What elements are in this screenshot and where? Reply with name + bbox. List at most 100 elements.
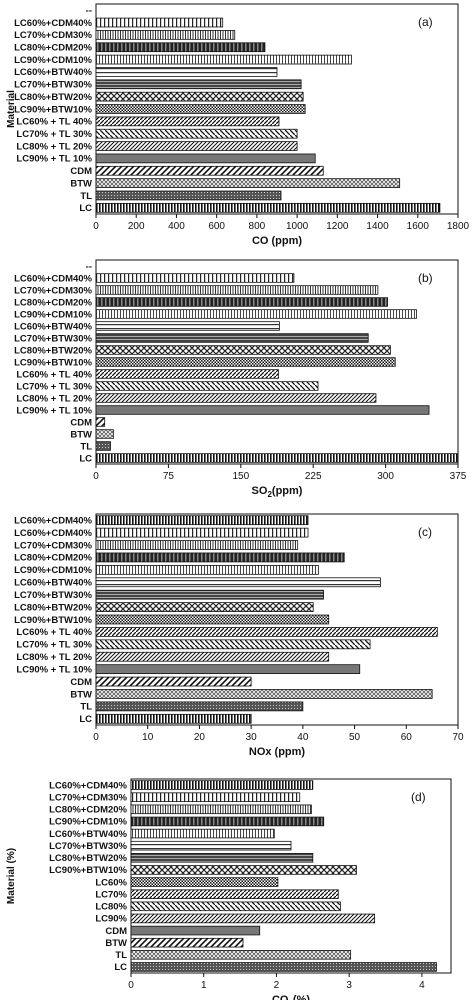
x-tick-label: 0 (128, 980, 134, 991)
y-axis-label: Material (%) (6, 848, 17, 904)
category-label: TL (80, 191, 92, 202)
bar (95, 333, 369, 343)
category-label: LC70% + TL 30% (16, 381, 92, 392)
category-label: LC (79, 714, 92, 725)
x-tick-label: 40 (297, 732, 309, 743)
category-label: LC (79, 203, 92, 214)
category-label: LC90%+CDM10% (14, 55, 92, 66)
bar (95, 540, 299, 550)
bar (95, 104, 306, 114)
bar (95, 67, 278, 77)
bar (95, 393, 377, 403)
bar (130, 804, 312, 815)
x-tick-label: 0 (93, 471, 99, 482)
x-tick-label: 75 (163, 471, 175, 482)
bar (95, 190, 282, 201)
category-label: BTW (70, 689, 92, 700)
category-label: LC80% (95, 902, 127, 913)
category-label: LC70%+CDM30% (14, 30, 92, 41)
bar (95, 91, 304, 102)
bar (130, 877, 279, 887)
category-label: LC60%+BTW40% (14, 67, 92, 78)
category-label: LC80% + TL 20% (16, 393, 92, 404)
bar (95, 297, 388, 307)
category-label: LC70%+CDM30% (49, 792, 127, 803)
category-label: LC90% + TL 10% (16, 664, 92, 675)
bar (95, 664, 361, 675)
category-label: LC60% + TL 40% (16, 369, 92, 380)
category-label: BTW (105, 938, 127, 949)
x-axis-label: SO2(ppm) (252, 485, 303, 499)
category-label: -- (86, 5, 92, 16)
bar (130, 901, 341, 912)
bar (95, 165, 324, 176)
category-label: LC60%+CDM40% (14, 516, 92, 527)
category-label: LC70%+CDM30% (14, 540, 92, 551)
category-label: CDM (70, 677, 92, 688)
bar (95, 369, 279, 379)
bar (95, 381, 319, 391)
category-label: CDM (70, 166, 92, 177)
category-label: LC60%+BTW40% (14, 578, 92, 589)
category-label: LC70% + TL 30% (16, 129, 92, 140)
bar (95, 42, 266, 53)
category-label: LC60%+CDM40% (14, 528, 92, 539)
panel-label: (b) (418, 271, 433, 285)
category-label: LC90%+CDM10% (14, 309, 92, 320)
bar (95, 116, 280, 127)
category-label: LC90%+BTW10% (14, 104, 92, 115)
bar (95, 689, 433, 699)
category-label: CDM (105, 926, 127, 937)
bar (95, 321, 280, 331)
bar (130, 816, 325, 827)
bar (130, 780, 314, 790)
category-label: LC90%+CDM10% (14, 565, 92, 576)
x-tick-label: 1600 (407, 221, 430, 232)
category-label: LC90%+BTW10% (49, 865, 127, 876)
category-label: LC80%+CDM20% (14, 297, 92, 308)
category-label: LC70% + TL 30% (16, 640, 92, 651)
x-axis-label: CO2(%) (272, 994, 310, 1000)
bar (95, 128, 298, 139)
bar (95, 285, 379, 295)
panel-label: (a) (418, 15, 433, 29)
x-tick-label: 4 (419, 980, 425, 991)
x-tick-label: 375 (450, 471, 467, 482)
bar (95, 453, 459, 463)
category-label: TL (80, 441, 92, 452)
bar (130, 828, 275, 839)
x-tick-label: 20 (194, 732, 206, 743)
category-label: TL (115, 950, 127, 961)
chart-panel-1: --LC60%+CDM40%LC70%+CDM30%LC80%+CDM20%LC… (14, 259, 467, 499)
bar (95, 30, 236, 40)
x-tick-label: 1 (201, 980, 207, 991)
category-label: LC70%+BTW30% (14, 590, 92, 601)
x-tick-label: 300 (377, 471, 394, 482)
category-label: LC80%+BTW20% (14, 345, 92, 356)
bar (130, 925, 261, 936)
x-tick-label: 30 (246, 732, 258, 743)
y-axis-label: Material (6, 90, 17, 128)
category-label: LC90%+BTW10% (14, 357, 92, 368)
category-label: LC90% + TL 10% (16, 405, 92, 416)
category-label: LC70%+BTW30% (14, 333, 92, 344)
x-tick-label: 1000 (286, 221, 309, 232)
x-tick-label: 10 (142, 732, 154, 743)
bar (95, 589, 324, 600)
bar (95, 527, 309, 538)
x-tick-label: 3 (346, 980, 352, 991)
bar (130, 913, 376, 924)
category-label: LC60% (95, 877, 127, 888)
category-label: LC70% (95, 889, 127, 900)
category-label: LC90% + TL 10% (16, 154, 92, 165)
bar (130, 865, 357, 875)
x-tick-label: 50 (349, 732, 361, 743)
bar (95, 429, 114, 439)
bar (130, 937, 244, 948)
bar (95, 627, 438, 637)
bar (95, 405, 430, 415)
bar (95, 357, 396, 367)
x-tick-label: 0 (93, 221, 99, 232)
x-tick-label: 1800 (447, 221, 470, 232)
